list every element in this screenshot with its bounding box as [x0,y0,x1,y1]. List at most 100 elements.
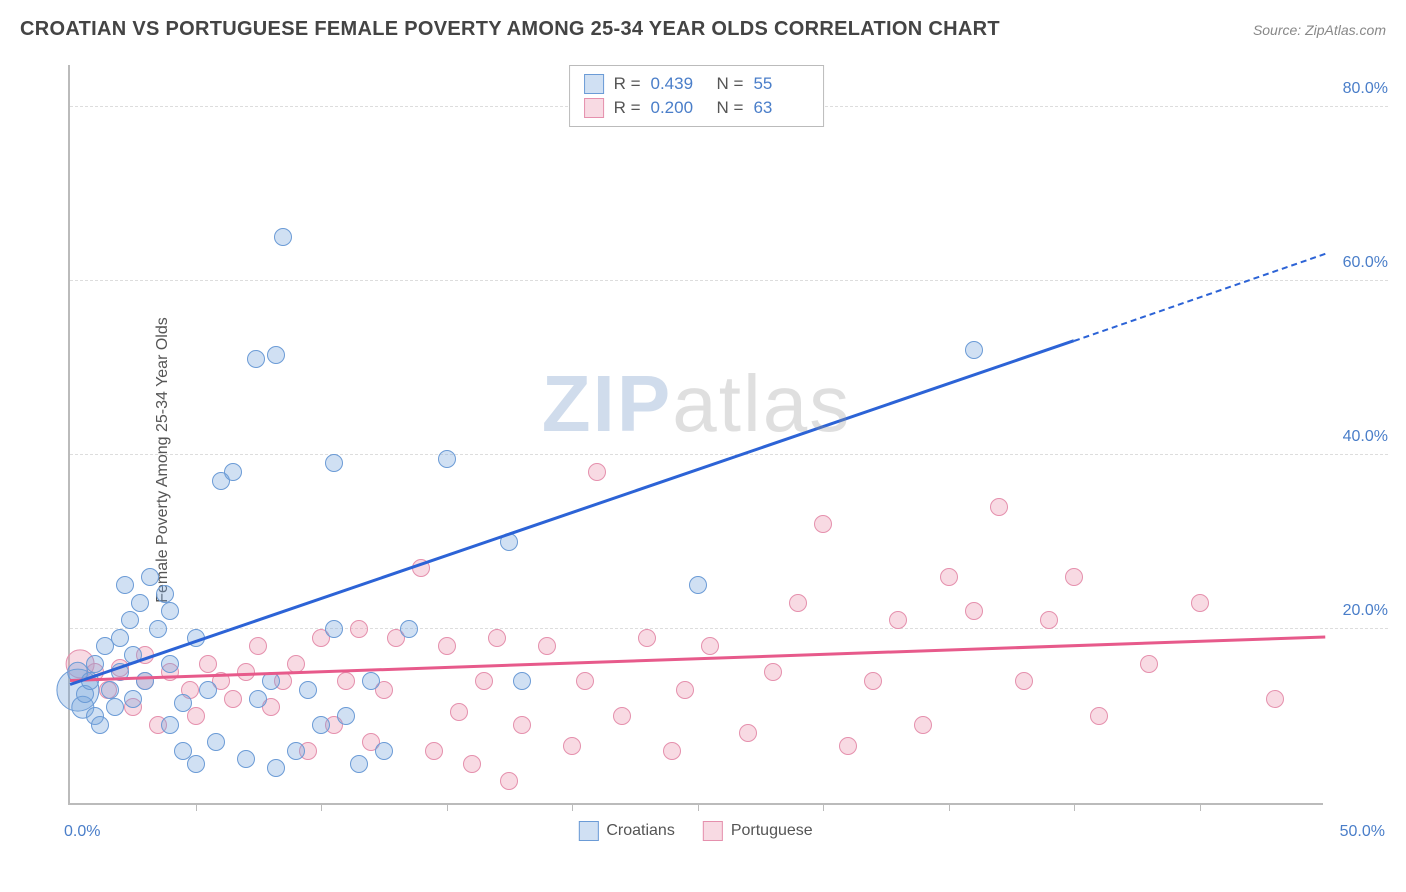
point-croatians [136,672,154,690]
point-portuguese [1140,655,1158,673]
point-croatians [247,350,265,368]
point-croatians [161,655,179,673]
point-portuguese [588,463,606,481]
point-portuguese [1191,594,1209,612]
point-croatians [161,602,179,620]
point-portuguese [199,655,217,673]
trend-line [70,339,1075,685]
point-portuguese [1065,568,1083,586]
point-portuguese [676,681,694,699]
point-croatians [91,716,109,734]
swatch-croatians-bottom [578,821,598,841]
x-tick [1200,803,1201,811]
point-portuguese [864,672,882,690]
point-croatians [121,611,139,629]
point-croatians [400,620,418,638]
point-portuguese [576,672,594,690]
y-tick-label: 40.0% [1343,428,1388,446]
point-croatians [124,690,142,708]
x-tick [196,803,197,811]
point-portuguese [701,637,719,655]
point-croatians [438,450,456,468]
plot-region: R = 0.439 N = 55 R = 0.200 N = 63 ZIPatl… [68,65,1323,805]
x-tick [949,803,950,811]
point-croatians [187,755,205,773]
x-min-label: 0.0% [64,823,100,841]
point-portuguese [990,498,1008,516]
point-portuguese [1040,611,1058,629]
y-tick-label: 60.0% [1343,254,1388,272]
point-portuguese [249,637,267,655]
point-croatians [375,742,393,760]
legend-row-croatians: R = 0.439 N = 55 [584,72,810,96]
point-portuguese [463,755,481,773]
point-croatians [106,698,124,716]
point-portuguese [789,594,807,612]
point-croatians [299,681,317,699]
point-croatians [149,620,167,638]
point-portuguese [425,742,443,760]
point-portuguese [538,637,556,655]
trend-line-dashed [1074,253,1326,342]
point-portuguese [513,716,531,734]
point-croatians [262,672,280,690]
point-portuguese [663,742,681,760]
point-portuguese [940,568,958,586]
point-croatians [689,576,707,594]
point-croatians [337,707,355,725]
point-croatians [274,228,292,246]
watermark: ZIPatlas [542,358,851,450]
point-croatians [267,346,285,364]
chart-title: CROATIAN VS PORTUGUESE FEMALE POVERTY AM… [20,18,1000,41]
point-croatians [111,629,129,647]
point-portuguese [337,672,355,690]
source-label: Source: ZipAtlas.com [1253,22,1386,38]
point-portuguese [739,724,757,742]
point-portuguese [475,672,493,690]
point-portuguese [500,772,518,790]
point-croatians [224,463,242,481]
x-tick [1074,803,1075,811]
legend-item-croatians: Croatians [578,821,674,841]
chart-area: Female Poverty Among 25-34 Year Olds R =… [50,55,1390,865]
point-croatians [156,585,174,603]
point-croatians [207,733,225,751]
x-tick [321,803,322,811]
gridline [70,280,1388,281]
point-portuguese [914,716,932,734]
point-croatians [249,690,267,708]
point-portuguese [814,515,832,533]
point-portuguese [965,602,983,620]
x-max-label: 50.0% [1340,823,1385,841]
point-croatians [141,568,159,586]
legend-item-portuguese: Portuguese [703,821,813,841]
point-portuguese [764,663,782,681]
point-croatians [513,672,531,690]
point-portuguese [638,629,656,647]
point-croatians [161,716,179,734]
point-croatians [312,716,330,734]
title-bar: CROATIAN VS PORTUGUESE FEMALE POVERTY AM… [20,18,1386,41]
legend-row-portuguese: R = 0.200 N = 63 [584,96,810,120]
point-portuguese [224,690,242,708]
gridline [70,628,1388,629]
series-legend: Croatians Portuguese [578,821,812,841]
x-tick [823,803,824,811]
point-croatians [131,594,149,612]
y-tick-label: 20.0% [1343,602,1388,620]
point-croatians [199,681,217,699]
point-croatians [174,694,192,712]
point-portuguese [488,629,506,647]
point-croatians [362,672,380,690]
point-croatians [267,759,285,777]
point-croatians [101,681,119,699]
gridline [70,454,1388,455]
correlation-legend: R = 0.439 N = 55 R = 0.200 N = 63 [569,65,825,127]
x-tick [447,803,448,811]
point-croatians [350,755,368,773]
point-croatians [325,454,343,472]
point-portuguese [563,737,581,755]
swatch-croatians [584,74,604,94]
point-portuguese [889,611,907,629]
point-portuguese [1090,707,1108,725]
